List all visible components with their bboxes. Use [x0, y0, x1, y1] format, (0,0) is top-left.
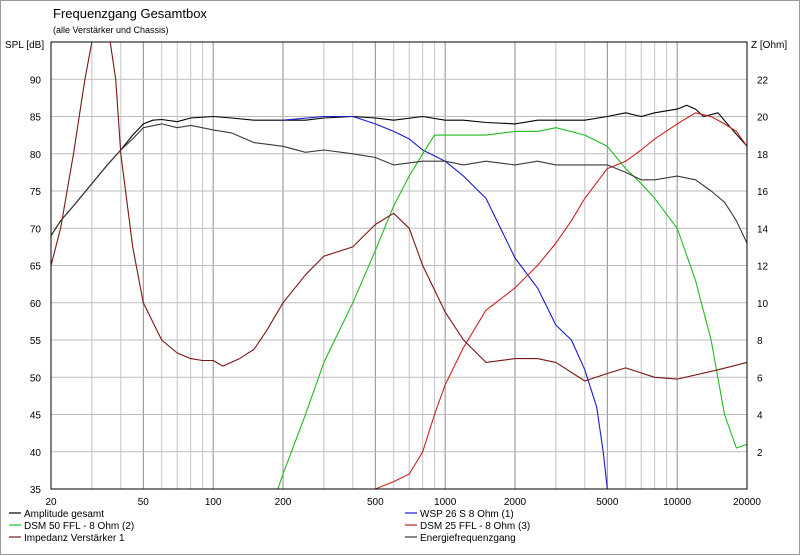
y2-tick-label: 12	[757, 262, 769, 273]
legend-entry: Amplitude gesamt	[24, 509, 104, 520]
y-tick-label: 65	[30, 262, 42, 273]
x-tick-label: 100	[205, 497, 222, 508]
y2-tick-label: 22	[757, 75, 769, 86]
y-tick-label: 75	[30, 187, 42, 198]
x-tick-label: 20000	[733, 497, 761, 508]
series-line-5	[51, 42, 747, 382]
grid	[50, 42, 748, 490]
legend-entry: Impedanz Verstärker 1	[24, 533, 125, 544]
y2-tick-label: 14	[757, 224, 769, 235]
legend: Amplitude gesamt WSP 26 S 8 Ohm (1) DSM 50…	[9, 509, 530, 544]
y-tick-label: 80	[30, 150, 42, 161]
legend-entry: WSP 26 S 8 Ohm (1)	[420, 509, 514, 520]
series-line-3	[51, 127, 747, 489]
y2-tick-label: 20	[757, 113, 769, 124]
chart-subtitle: (alle Verstärker und Chassis)	[53, 25, 169, 35]
series-line-6	[51, 123, 747, 244]
series-line-4	[51, 112, 747, 489]
chart-title: Frequenzgang Gesamtbox	[53, 6, 207, 21]
y-tick-label: 55	[30, 336, 42, 347]
series-lines	[51, 42, 747, 489]
y2-tick-label: 8	[757, 336, 763, 347]
y-tick-label: 85	[30, 113, 42, 124]
y-axis-label: SPL [dB]	[5, 40, 44, 51]
x-tick-label: 200	[275, 497, 292, 508]
legend-entry: DSM 25 FFL - 8 Ohm (3)	[420, 521, 530, 532]
y2-tick-label: 10	[757, 299, 769, 310]
x-tick-label: 500	[367, 497, 384, 508]
tick-labels: 20 50 100 200 500 1000 2000 5000 10000 20000 35 40 4…	[30, 75, 769, 508]
x-tick-label: 2000	[504, 497, 527, 508]
series-line-1	[51, 104, 747, 236]
x-tick-label: 10000	[663, 497, 691, 508]
y-tick-label: 90	[30, 75, 42, 86]
y2-tick-label: 6	[757, 373, 763, 384]
y-tick-label: 70	[30, 224, 42, 235]
y2-tick-label: 16	[757, 187, 769, 198]
x-tick-label: 20	[45, 497, 57, 508]
y-tick-label: 40	[30, 448, 42, 459]
y-tick-label: 45	[30, 411, 42, 422]
y2-axis-label: Z [Ohm]	[751, 40, 787, 51]
x-tick-label: 5000	[596, 497, 619, 508]
y2-tick-label: 4	[757, 411, 763, 422]
y2-tick-label: 2	[757, 448, 763, 459]
y-tick-label: 60	[30, 299, 42, 310]
x-tick-label: 1000	[434, 497, 457, 508]
y-tick-label: 50	[30, 373, 42, 384]
series-line-2	[282, 115, 608, 489]
y-tick-label: 35	[30, 485, 42, 496]
legend-entry: DSM 50 FFL - 8 Ohm (2)	[24, 521, 134, 532]
plot-border	[50, 41, 748, 490]
legend-entry: Energiefrequenzgang	[420, 533, 516, 544]
x-tick-label: 50	[138, 497, 150, 508]
y2-tick-label: 18	[757, 150, 769, 161]
